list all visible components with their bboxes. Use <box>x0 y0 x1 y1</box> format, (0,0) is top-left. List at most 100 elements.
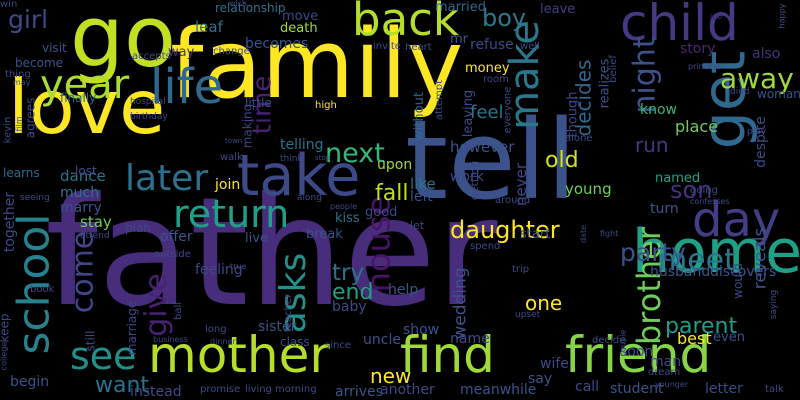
word-feeling: feeling <box>195 262 243 278</box>
word-good: good <box>365 205 398 220</box>
word-love: love <box>8 63 166 151</box>
word-since: since <box>325 340 351 351</box>
word-accepts: accepts <box>132 51 171 62</box>
word-tell: tell <box>405 96 577 224</box>
word-see: see <box>70 334 137 378</box>
word-keep: keep <box>0 313 12 343</box>
word-saying: saying <box>769 289 780 320</box>
word-around: around <box>495 195 531 206</box>
word-marry: marry <box>60 200 102 216</box>
word-ball: ball <box>173 301 185 321</box>
word-reveals: reveals <box>750 227 771 290</box>
word-left: left <box>410 189 433 205</box>
word-outside: outside <box>154 249 191 260</box>
word-without: without <box>411 92 427 141</box>
word-like: like <box>410 175 436 193</box>
word-going: going <box>690 185 718 196</box>
word-much: much <box>60 185 100 201</box>
word-younger: younger <box>655 380 689 389</box>
word-play: play <box>747 127 767 137</box>
word-death: death <box>280 21 318 36</box>
word-may: may <box>13 78 31 87</box>
word-despite: despite <box>752 116 769 168</box>
word-agrees: agrees <box>23 97 38 139</box>
word-named: named <box>655 171 701 186</box>
word-stay: stay <box>80 213 112 231</box>
word-change: change <box>213 46 250 57</box>
word-thing: thing <box>5 69 31 80</box>
word-join: join <box>215 177 241 193</box>
word-finally: finally <box>60 91 97 105</box>
word-room: room <box>483 74 509 85</box>
word-dance: dance <box>60 167 106 185</box>
word-couple: couple <box>618 329 628 357</box>
word-best: best <box>677 329 712 348</box>
word-living: living <box>245 384 272 395</box>
word-telling: telling <box>280 137 324 153</box>
word-think: think <box>280 154 303 164</box>
word-go: go <box>70 0 176 87</box>
word-invite: invite <box>373 41 401 52</box>
word-family: family <box>170 10 464 120</box>
word-date: date <box>579 224 589 244</box>
word-kiss: kiss <box>335 211 360 226</box>
word-next: next <box>325 138 385 169</box>
word-becomes: becomes <box>245 36 309 52</box>
word-together: together <box>2 191 19 253</box>
word-girl: girl <box>8 5 49 34</box>
word-man: man <box>650 354 682 370</box>
word-start: start <box>520 227 551 242</box>
word-teacher: teacher <box>283 293 295 333</box>
word-give: give <box>138 273 174 337</box>
word-job: job <box>710 12 723 21</box>
word-break: break <box>306 227 343 242</box>
word-husband: husband <box>650 264 711 280</box>
word-though: though <box>565 91 581 138</box>
word-day: day <box>692 192 781 248</box>
word-everyone: everyone <box>502 86 514 134</box>
word-relationship: relationship <box>215 1 286 15</box>
word-film: film <box>14 116 24 132</box>
word-college: college <box>0 341 9 371</box>
word-work: work <box>450 169 484 185</box>
word-died: died <box>730 87 750 97</box>
word-attend: attend <box>80 231 110 241</box>
word-promise: promise <box>200 384 241 395</box>
word-wife: wife <box>540 356 569 372</box>
word-away: away <box>720 62 794 95</box>
word-instead: instead <box>130 384 182 400</box>
word-confesses: confesses <box>690 197 730 206</box>
word-however: however <box>450 138 515 156</box>
word-end: end <box>332 280 374 305</box>
word-mother: mother <box>148 326 330 384</box>
word-book: book <box>30 284 55 295</box>
word-morning: morning <box>275 384 317 395</box>
word-mr: mr <box>450 32 469 47</box>
word-baby: baby <box>332 299 367 315</box>
word-name: name <box>450 331 490 347</box>
word-letter: letter <box>705 381 743 397</box>
word-show: show <box>403 322 440 338</box>
word-also: also <box>752 46 781 62</box>
word-want: want <box>95 373 150 398</box>
word-talk: talk <box>765 384 784 395</box>
word-old: old <box>545 148 579 173</box>
word-learns: learns <box>3 166 40 180</box>
word-feel: feel <box>470 102 504 123</box>
word-wedding: wedding <box>450 267 471 340</box>
word-son: son <box>670 176 713 204</box>
word-story: story <box>680 41 716 57</box>
word-would: would <box>730 263 745 299</box>
word-move: move <box>282 9 319 24</box>
word-even: even <box>713 330 745 345</box>
word-fight: fight <box>600 229 619 238</box>
word-lost: lost <box>75 164 97 178</box>
word-father: father <box>45 166 498 340</box>
word-leaving: leaving <box>461 89 477 138</box>
word-let: let <box>410 219 425 232</box>
word-decide: decide <box>592 335 626 346</box>
word-student: student <box>610 381 664 397</box>
word-business: business <box>153 335 188 344</box>
word-dinner: dinner <box>210 337 236 346</box>
